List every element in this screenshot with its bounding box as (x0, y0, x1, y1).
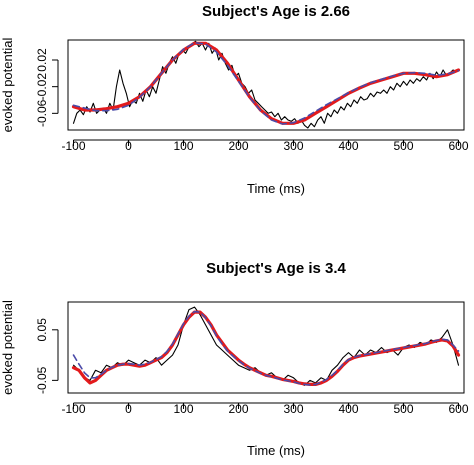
x-axis-label: Time (ms) (247, 181, 305, 196)
series-group (71, 40, 461, 129)
y-axis-label: evoked potential (0, 38, 15, 133)
x-tick-label: 100 (173, 402, 193, 416)
x-axis-label: Time (ms) (247, 443, 305, 458)
x-tick-label: 400 (338, 402, 358, 416)
chart-title: Subject's Age is 3.4 (206, 260, 346, 277)
x-tick-label: 200 (228, 402, 248, 416)
chart-title: Subject's Age is 2.66 (202, 3, 350, 20)
plot-frame (67, 39, 465, 131)
y-tick-label: -0.05 (35, 366, 49, 394)
x-tick-label: 500 (393, 139, 413, 153)
x-tick-label: 100 (173, 139, 193, 153)
x-tick-label: 0 (125, 402, 132, 416)
x-tick-label: -100 (61, 402, 85, 416)
y-axis-label: evoked potential (0, 300, 15, 395)
x-tick-label: 500 (393, 402, 413, 416)
x-tick-label: 600 (448, 139, 468, 153)
fitted-curve (71, 310, 461, 386)
mean-curve (72, 41, 460, 125)
x-tick-label: -100 (61, 139, 85, 153)
x-tick-label: 300 (283, 402, 303, 416)
panel-age-2.66: Subject's Age is 2.66 -100 0 100 200 300 400 50… (0, 3, 469, 196)
series-group (71, 306, 461, 386)
x-tick-label: 400 (338, 139, 358, 153)
x-tick-label: 300 (283, 139, 303, 153)
panel-age-3.4: Subject's Age is 3.4 -100 0 100 200 300 400 500… (0, 260, 469, 458)
plot-frame (67, 301, 465, 394)
y-tick-label: -0.06 (35, 99, 49, 127)
mean-curve (72, 310, 460, 386)
y-tick-label: 0.02 (35, 48, 49, 72)
y-tick-label: -0.02 (35, 73, 49, 101)
y-tick-label: 0.05 (35, 318, 49, 342)
x-tick-label: 0 (125, 139, 132, 153)
x-tick-label: 600 (448, 402, 468, 416)
x-tick-label: 200 (228, 139, 248, 153)
